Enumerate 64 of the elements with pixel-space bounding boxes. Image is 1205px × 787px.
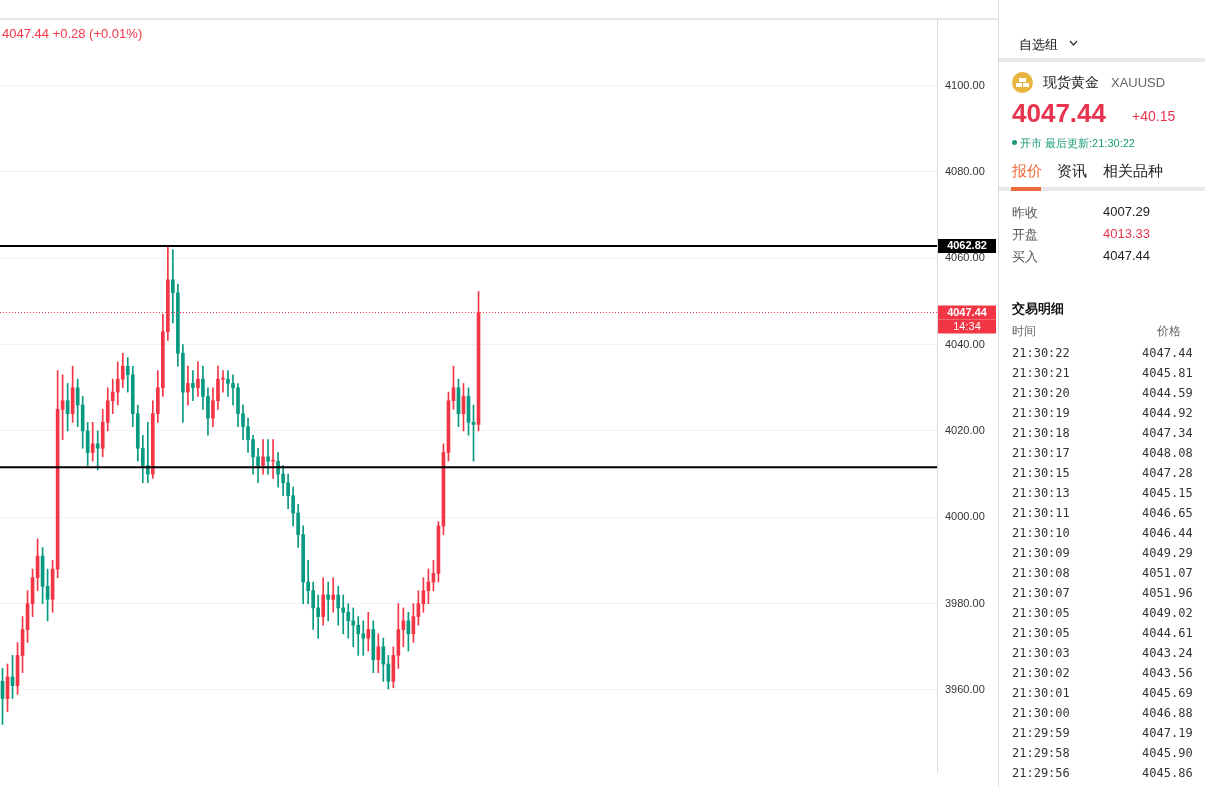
text: 报价 <box>1012 162 1042 179</box>
candlestick <box>316 594 321 639</box>
text: 21:30:15 4047.28 <box>1012 466 1193 480</box>
y-tick-label: 4020.00 <box>945 423 985 436</box>
candlestick <box>196 361 200 397</box>
text: XAUUSD <box>1111 75 1166 90</box>
y-tick-label: 4000.00 <box>945 510 985 523</box>
text: 4007.29 <box>1103 204 1150 219</box>
text: 21:30:19 4044.92 <box>1012 406 1193 420</box>
text: 21:30:08 4051.07 <box>1012 566 1193 580</box>
text: 买入 <box>1012 249 1038 264</box>
candlestick <box>90 421 95 462</box>
annotation: 4047.44 +0.28 (+0.01%) <box>2 26 143 42</box>
candlestick <box>331 577 336 613</box>
candlestick <box>125 357 130 393</box>
text: 21:29:56 4045.86 <box>1012 766 1193 780</box>
text: 21:30:20 4044.59 <box>1012 386 1193 400</box>
y-tick-label: 4100.00 <box>945 78 985 91</box>
text: 昨收 <box>1012 205 1038 220</box>
text: 21:30:03 4043.24 <box>1012 646 1193 660</box>
text: 21:30:13 4045.15 <box>1012 486 1193 500</box>
text: 21:29:59 4047.19 <box>1012 726 1193 740</box>
text: 21:30:00 4046.88 <box>1012 706 1193 720</box>
text: 21:29:58 4045.90 <box>1012 746 1193 760</box>
text: 开盘 <box>1012 227 1038 242</box>
text: 21:30:02 4043.56 <box>1012 666 1193 680</box>
text: 4013.33 <box>1103 226 1150 241</box>
candlestick <box>366 611 371 652</box>
y-tick-label: 4080.00 <box>945 164 985 177</box>
text: 开市 最后更新:21:30:22 <box>1020 137 1135 149</box>
text: +40.15 <box>1132 108 1176 124</box>
text: 21:30:17 4048.08 <box>1012 446 1193 460</box>
candlestick <box>186 365 190 406</box>
text: 4047.44 <box>1103 248 1150 263</box>
text: 交易明细 <box>1012 301 1064 316</box>
y-tick-label: 4060.00 <box>945 251 985 264</box>
text: 21:30:22 4047.44 <box>1012 346 1193 360</box>
text: 14:34 <box>953 319 981 332</box>
y-tick-label: 4040.00 <box>945 337 985 350</box>
text: 21:30:09 4049.29 <box>1012 546 1193 560</box>
candlestick <box>95 430 100 471</box>
text: 21:30:10 4046.44 <box>1012 526 1193 540</box>
text: 21:30:05 4044.61 <box>1012 626 1193 640</box>
candlestick <box>191 370 195 402</box>
text: 21:30:21 4045.81 <box>1012 366 1193 380</box>
text: 21:30:18 4047.34 <box>1012 426 1193 440</box>
text: 时间 <box>1012 324 1036 338</box>
text: 21:30:01 4045.69 <box>1012 686 1193 700</box>
text: 自选组 <box>1019 36 1058 54</box>
ref-line-label: 4047.44 <box>947 305 988 318</box>
text: 相关品种 <box>1103 162 1163 179</box>
candlestick <box>341 594 346 635</box>
candlestick <box>326 581 331 622</box>
ref-line-label: 4062.82 <box>947 239 987 252</box>
text: 4047.44 <box>1012 98 1106 129</box>
text: 价格 <box>1157 324 1181 338</box>
text: 现货黄金 <box>1043 74 1099 90</box>
text: 21:30:11 4046.65 <box>1012 506 1193 520</box>
y-tick-label: 3960.00 <box>945 682 985 695</box>
candlestick <box>351 607 356 648</box>
text: 21:30:05 4049.02 <box>1012 606 1193 620</box>
y-tick-label: 3980.00 <box>945 596 985 609</box>
text: 资讯 <box>1057 162 1087 179</box>
text: 21:30:07 4051.96 <box>1012 586 1193 600</box>
